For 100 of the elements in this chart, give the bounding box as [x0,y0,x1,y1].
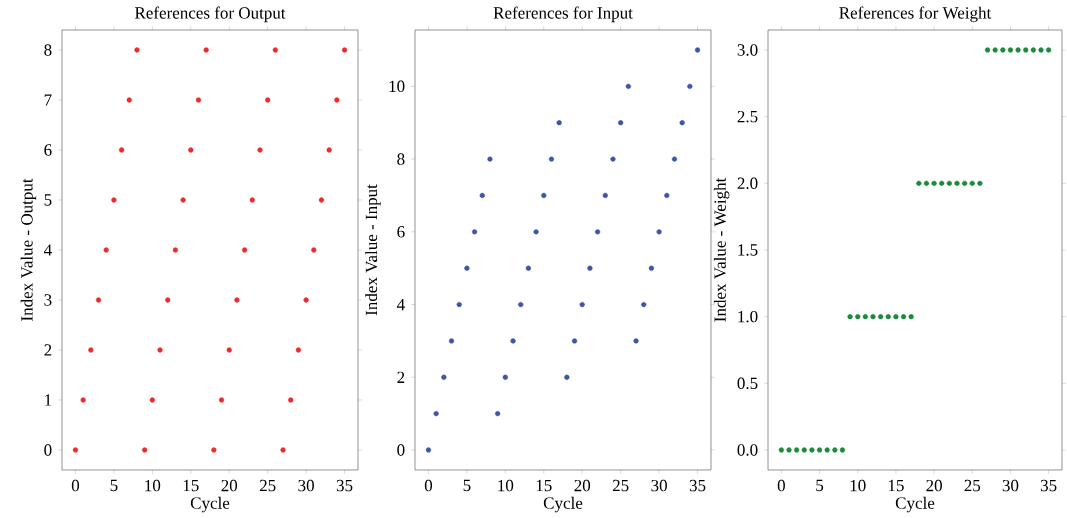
point [984,47,991,53]
point [218,397,225,403]
y-tick-label: 0 [397,444,405,456]
point [809,447,815,453]
point [1015,47,1021,53]
x-tick-label: 5 [816,479,824,492]
x-tick-label: 20 [574,479,591,492]
y-axis-title: Index Value - Output [20,178,37,321]
point [625,83,631,89]
point [885,314,891,320]
x-tick-label: 30 [651,479,667,492]
point [587,265,593,271]
point [188,147,194,153]
x-tick-label: 25 [964,479,981,492]
x-tick-label: 25 [259,479,276,492]
point [118,147,125,153]
y-tick-label: 1.0 [738,310,758,323]
point [441,374,447,380]
point [1046,47,1052,53]
point [946,180,952,186]
point [525,265,532,271]
point [679,120,685,126]
y-tick-label: 0.0 [737,444,758,456]
point [479,192,485,199]
point [633,338,639,344]
y-tick-label: 2.0 [737,177,758,190]
point [977,180,983,186]
point [103,247,109,253]
point [900,314,907,320]
point [671,156,678,162]
point [142,447,148,453]
point [203,47,209,53]
point [641,301,647,308]
x-tick-label: 0 [71,479,80,492]
point [1038,47,1044,53]
point [288,397,294,403]
y-axis-title: Index Value - Input [365,184,381,316]
point [908,314,914,320]
point [72,447,79,453]
x-tick-label: 25 [612,479,629,492]
x-axis-title: Cycle [895,496,935,513]
point [111,197,117,203]
point [648,265,655,271]
point [95,297,102,303]
point [303,297,309,303]
point [694,47,701,53]
point [923,180,930,186]
y-tick-label: 6 [44,144,52,156]
chart-title: References for Input [493,6,633,23]
point [992,47,998,53]
point [602,192,608,199]
point [149,397,155,403]
point [1023,47,1029,53]
y-tick-label: 4 [396,298,405,311]
point [664,192,670,199]
point [334,97,340,103]
x-tick-label: 0 [777,479,785,492]
point [595,229,601,235]
point [571,338,578,344]
y-tick-label: 7 [44,94,52,106]
point [126,97,132,103]
point [471,229,478,235]
point [341,47,348,53]
point [433,411,439,417]
point [855,314,861,320]
x-axis-title: Cycle [190,496,230,513]
y-tick-label: 1 [45,394,52,406]
y-tick-label: 1.5 [738,244,758,256]
x-tick-label: 35 [1040,479,1057,492]
y-tick-label: 10 [389,80,405,93]
x-tick-label: 20 [221,479,238,492]
x-tick-label: 10 [498,479,514,492]
point [157,347,163,353]
x-tick-label: 30 [1002,479,1019,492]
x-tick-label: 5 [463,479,471,492]
chart-title: References for Output [134,6,286,23]
point [579,301,585,308]
point [448,338,455,344]
point [165,297,171,303]
y-tick-label: 0.5 [737,377,758,390]
point [487,156,493,162]
point [257,147,263,153]
point [916,180,922,186]
point [226,347,232,353]
point [518,301,524,308]
point [564,374,570,380]
point [1000,47,1006,53]
y-axis-title: Index Value - Weight [713,177,730,322]
point [88,347,94,353]
point [969,180,975,186]
point [195,97,202,103]
point [786,447,792,453]
point [134,47,140,53]
point [870,314,876,320]
point [295,347,302,353]
y-tick-label: 8 [44,44,52,56]
point [533,229,539,235]
point [862,314,868,320]
x-tick-label: 20 [926,479,942,492]
point [80,397,86,403]
